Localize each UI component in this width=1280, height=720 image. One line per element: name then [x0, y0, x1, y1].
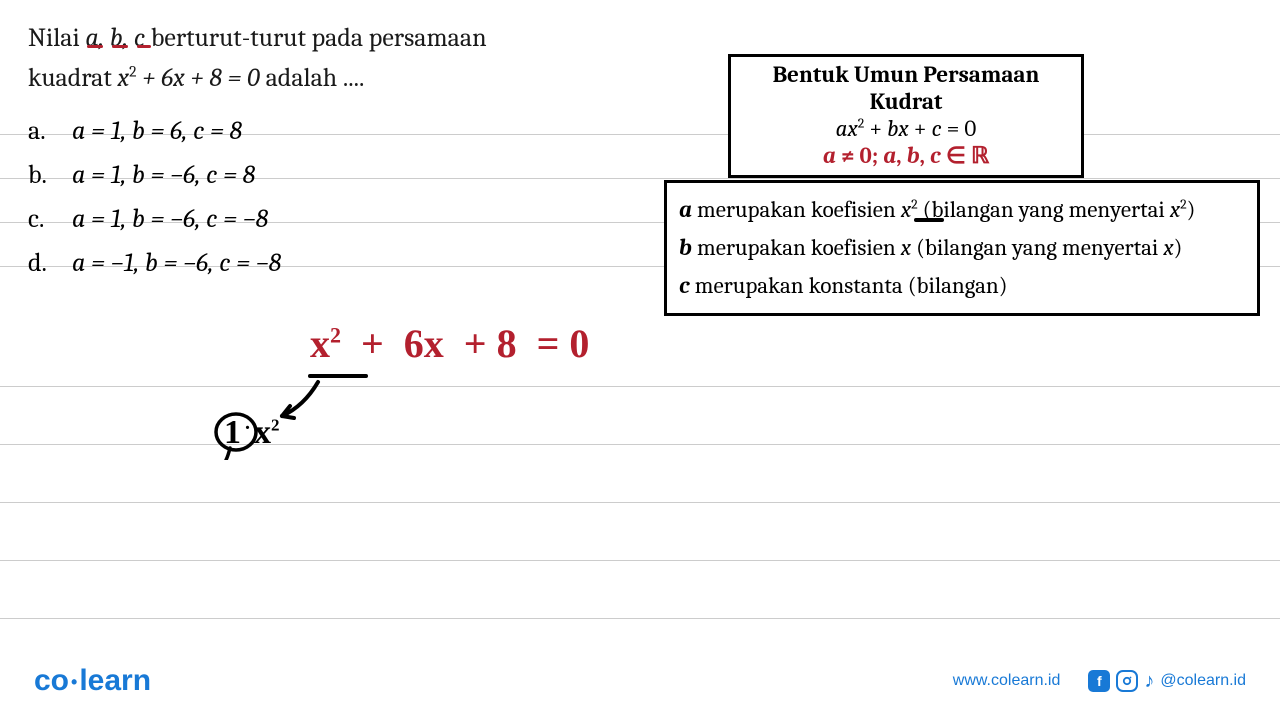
- social-handle: @colearn.id: [1160, 672, 1246, 690]
- option-label: d.: [28, 248, 72, 278]
- option-label: b.: [28, 160, 72, 190]
- ruling-line: [0, 502, 1280, 503]
- ruling-line: [0, 618, 1280, 619]
- handwritten-annotation: 1.x2: [218, 414, 280, 452]
- option-math: a = 1, b = −6, c = 8: [72, 160, 255, 190]
- underline-a: [87, 45, 103, 48]
- box-title: Bentuk Umun Persamaan Kudrat: [743, 61, 1069, 115]
- text: adalah ....: [260, 63, 365, 93]
- underline-x2: [914, 218, 944, 222]
- desc-line-c: c merupakan konstanta (bilangan): [679, 267, 1245, 305]
- footer-url[interactable]: www.colearn.id: [953, 672, 1061, 690]
- option-label: c.: [28, 204, 72, 234]
- underline-b: [112, 45, 128, 48]
- logo-dot: •: [71, 672, 77, 692]
- text: Nilai: [28, 23, 85, 53]
- desc-line-b: b merupakan koefisien x (bilangan yang m…: [679, 229, 1245, 267]
- option-math: a = 1, b = 6, c = 8: [72, 116, 242, 146]
- desc-line-a: a merupakan koefisien x2 (bilangan yang …: [679, 191, 1245, 229]
- ruling-line: [0, 386, 1280, 387]
- option-label: a.: [28, 116, 72, 146]
- underline-c: [137, 45, 151, 48]
- description-box: a merupakan koefisien x2 (bilangan yang …: [664, 180, 1260, 316]
- box-formula: ax2 + bx + c = 0: [743, 115, 1069, 142]
- equation: x2 + 6x + 8 = 0: [118, 63, 260, 93]
- footer: co•learn www.colearn.id f ♪ @colearn.id: [0, 664, 1280, 698]
- option-math: a = 1, b = −6, c = −8: [72, 204, 268, 234]
- social-block: f ♪ @colearn.id: [1088, 670, 1246, 693]
- text: berturut-turut pada persamaan: [145, 23, 486, 53]
- variables-abc: a, b, c: [85, 23, 145, 53]
- handwritten-equation: x2 + 6x + 8 = 0: [310, 320, 589, 367]
- logo: co•learn: [34, 664, 151, 698]
- ruling-line: [0, 560, 1280, 561]
- logo-co: co: [34, 664, 69, 697]
- tiktok-icon[interactable]: ♪: [1144, 670, 1154, 693]
- general-form-box: Bentuk Umun Persamaan Kudrat ax2 + bx + …: [728, 54, 1084, 178]
- logo-learn: learn: [79, 664, 151, 697]
- facebook-icon[interactable]: f: [1088, 670, 1110, 692]
- option-math: a = −1, b = −6, c = −8: [72, 248, 281, 278]
- ruling-line: [0, 444, 1280, 445]
- instagram-icon[interactable]: [1116, 670, 1138, 692]
- text: kuadrat: [28, 63, 118, 93]
- question-line-1: Nilai a, b, c berturut-turut pada persam…: [28, 18, 1252, 58]
- box-condition: a ≠ 0; a, b, c ∈ ℝ: [743, 142, 1069, 169]
